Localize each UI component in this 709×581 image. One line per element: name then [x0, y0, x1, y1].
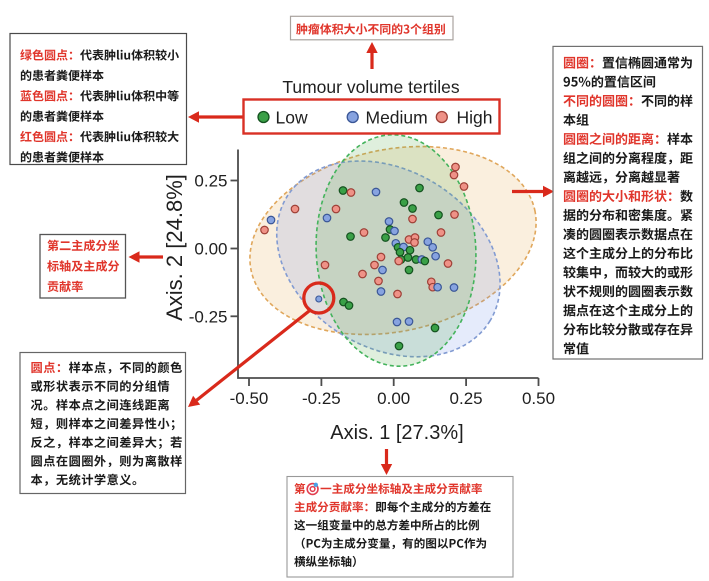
- svg-text:0.00: 0.00: [194, 240, 227, 259]
- svg-text:0.50: 0.50: [522, 389, 555, 408]
- svg-text:-0.50: -0.50: [230, 389, 269, 408]
- svg-text:0.25: 0.25: [194, 172, 227, 191]
- svg-text:-0.25: -0.25: [189, 307, 228, 326]
- svg-text:0.00: 0.00: [377, 389, 410, 408]
- svg-text:Low: Low: [276, 108, 308, 128]
- svg-text:Tumour volume tertiles: Tumour volume tertiles: [282, 77, 460, 97]
- svg-text:High: High: [457, 108, 493, 128]
- svg-text:Medium: Medium: [366, 108, 428, 128]
- svg-text:0.25: 0.25: [450, 389, 483, 408]
- svg-text:Axis. 1 [27.3%]: Axis. 1 [27.3%]: [330, 422, 463, 444]
- svg-text:Axis. 2 [24.8%]: Axis. 2 [24.8%]: [162, 174, 187, 321]
- svg-text:-0.25: -0.25: [302, 389, 341, 408]
